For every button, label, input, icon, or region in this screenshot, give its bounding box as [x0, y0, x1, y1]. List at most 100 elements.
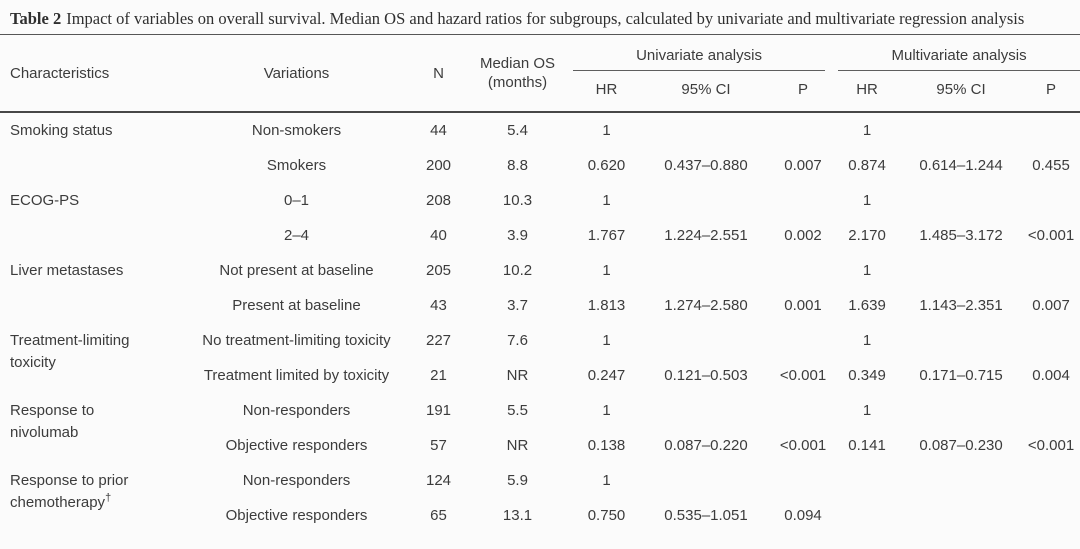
cell-uni-ci: 0.087–0.220	[664, 437, 748, 454]
cell-multi-hr: 0.349	[848, 367, 886, 384]
cell-multi-ci: 0.171–0.715	[919, 367, 1003, 384]
table-caption-label: Table 2	[10, 9, 62, 28]
cell-uni-p	[772, 393, 834, 428]
cell-uni-p: 0.094	[784, 507, 822, 524]
cell-multi-hr: 0.874	[848, 157, 886, 174]
cell-uni-hr: 0.750	[587, 507, 626, 524]
cell-variation: Present at baseline	[232, 297, 361, 314]
cell-uni-hr: 1.813	[587, 297, 626, 314]
cell-median-os: 10.2	[502, 262, 533, 279]
table-row: Response to nivolumab Non-responders 191…	[0, 393, 1080, 441]
characteristic-cell: ECOG-PS	[10, 192, 80, 209]
col-header-uni-p: P	[772, 71, 835, 113]
cell-multi-ci	[900, 112, 1022, 148]
table-row: Response to prior chemotherapy† Non-resp…	[0, 463, 1080, 511]
cell-variation: 0–1	[283, 192, 310, 209]
cell-uni-p: 0.001	[784, 297, 822, 314]
cell-uni-ci	[640, 183, 772, 218]
cell-multi-hr	[834, 498, 900, 533]
col-header-uni-hr: HR	[573, 71, 640, 113]
cell-median-os: 8.8	[507, 157, 528, 174]
cell-multi-p	[1022, 393, 1080, 428]
col-header-multi-hr: HR	[834, 71, 901, 113]
cell-n: 43	[430, 297, 447, 314]
cell-multi-ci: 1.143–2.351	[919, 297, 1003, 314]
cell-uni-ci: 1.274–2.580	[664, 297, 748, 314]
cell-multi-hr: 2.170	[848, 227, 886, 244]
cell-uni-p: 0.002	[784, 227, 822, 244]
dagger-footnote-marker: †	[105, 492, 112, 504]
cell-variation: Objective responders	[225, 437, 368, 454]
cell-uni-p	[772, 463, 834, 498]
table-row: 2–4 40 3.9 1.767 1.224–2.551 0.002 2.170…	[0, 218, 1080, 253]
cell-median-os: 3.7	[507, 297, 528, 314]
cell-multi-p	[1022, 183, 1080, 218]
cell-multi-p	[1022, 112, 1080, 148]
table-row: Treatment-limiting toxicity No treatment…	[0, 323, 1080, 371]
cell-multi-hr: 1	[862, 402, 872, 419]
cell-n: 21	[430, 367, 447, 384]
cell-n: 40	[430, 227, 447, 244]
table-row: Smoking status Non-smokers 44 5.4 1 1	[0, 112, 1080, 148]
cell-variation: Objective responders	[225, 507, 368, 524]
cell-median-os: 3.9	[507, 227, 528, 244]
cell-uni-p	[772, 253, 834, 288]
cell-multi-ci: 0.614–1.244	[919, 157, 1003, 174]
col-header-multi-ci: 95% CI	[900, 71, 1023, 113]
table-body: Smoking status Non-smokers 44 5.4 1 1 Sm…	[0, 112, 1080, 533]
cell-multi-hr: 0.141	[848, 437, 886, 454]
cell-multi-hr: 1	[862, 192, 872, 209]
cell-uni-hr: 1	[602, 262, 611, 279]
table-row: Smokers 200 8.8 0.620 0.437–0.880 0.007 …	[0, 148, 1080, 183]
cell-n: 65	[430, 507, 447, 524]
characteristic-cell: Smoking status	[10, 122, 113, 139]
group-header-multivariate: Multivariate analysis	[834, 35, 1080, 71]
cell-variation: No treatment-limiting toxicity	[202, 332, 391, 349]
cell-uni-p	[772, 183, 834, 218]
table-header: Characteristics Variations N Median OS (…	[0, 34, 1080, 113]
cell-uni-p	[772, 323, 834, 358]
cell-uni-p: <0.001	[779, 437, 827, 454]
table-row: Liver metastases Not present at baseline…	[0, 253, 1080, 288]
cell-uni-p	[772, 112, 834, 148]
cell-multi-ci	[900, 463, 1022, 498]
cell-multi-ci: 1.485–3.172	[919, 227, 1003, 244]
cell-median-os: 5.4	[507, 122, 528, 139]
cell-multi-hr: 1	[862, 262, 872, 279]
cell-variation: Non-responders	[242, 402, 351, 419]
cell-multi-p: 0.455	[1032, 157, 1070, 174]
cell-variation: 2–4	[283, 227, 310, 244]
cell-uni-ci: 0.437–0.880	[664, 157, 748, 174]
characteristic-cell: Treatment-limiting toxicity	[10, 332, 130, 371]
cell-variation: Non-responders	[242, 472, 351, 489]
cell-median-os: NR	[506, 437, 529, 454]
cell-uni-p: <0.001	[779, 367, 827, 384]
cell-uni-ci: 1.224–2.551	[664, 227, 748, 244]
cell-n: 124	[425, 472, 452, 489]
cell-uni-hr: 0.138	[587, 437, 626, 454]
characteristic-cell: Response to prior chemotherapy†	[10, 472, 129, 511]
cell-n: 227	[425, 332, 452, 349]
cell-median-os: 10.3	[502, 192, 533, 209]
cell-uni-ci: 0.535–1.051	[664, 507, 748, 524]
cell-n: 44	[430, 122, 447, 139]
table-row: Present at baseline 43 3.7 1.813 1.274–2…	[0, 288, 1080, 323]
cell-multi-hr: 1	[862, 122, 872, 139]
table-row: Objective responders 65 13.1 0.750 0.535…	[0, 498, 1080, 533]
cell-uni-hr: 0.620	[587, 157, 626, 174]
cell-variation: Smokers	[266, 157, 327, 174]
cell-uni-ci	[640, 253, 772, 288]
characteristic-cell: Liver metastases	[10, 262, 124, 279]
cell-multi-p: 0.007	[1032, 297, 1070, 314]
cell-uni-ci	[640, 463, 772, 498]
col-header-variations: Variations	[178, 34, 415, 113]
cell-variation: Treatment limited by toxicity	[203, 367, 390, 384]
cell-multi-hr: 1	[862, 332, 872, 349]
cell-uni-ci	[640, 323, 772, 358]
cell-n: 191	[425, 402, 452, 419]
table-caption-text: Impact of variables on overall survival.…	[66, 9, 1025, 28]
cell-median-os: 13.1	[502, 507, 533, 524]
group-header-univariate: Univariate analysis	[573, 35, 834, 71]
survival-table: Characteristics Variations N Median OS (…	[0, 34, 1080, 533]
